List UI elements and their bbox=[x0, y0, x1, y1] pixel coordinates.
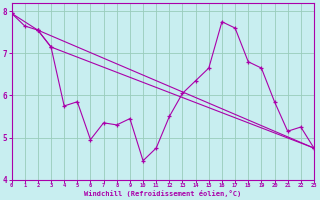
X-axis label: Windchill (Refroidissement éolien,°C): Windchill (Refroidissement éolien,°C) bbox=[84, 190, 241, 197]
